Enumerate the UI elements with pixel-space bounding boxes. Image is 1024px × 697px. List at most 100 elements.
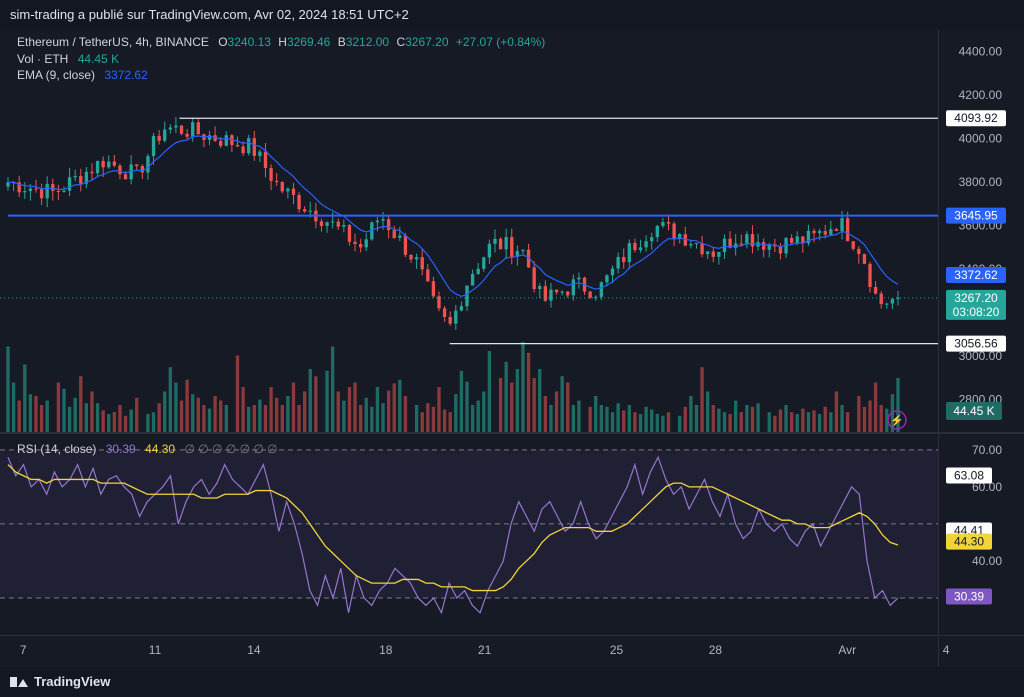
volume-bar (308, 369, 312, 432)
rsi-level-label: 70.00 (972, 443, 1002, 457)
candle-body (392, 230, 396, 238)
volume-bar (756, 403, 760, 432)
volume-bar (801, 408, 805, 432)
candle-body (532, 267, 536, 289)
legend-symbol[interactable]: Ethereum / TetherUS, 4h, BINANCE (17, 35, 209, 49)
volume-bar (498, 378, 503, 432)
candle-body (577, 277, 581, 280)
candle-body (342, 225, 346, 227)
legend-vol-label[interactable]: Vol · ETH (17, 52, 69, 66)
candle-body (767, 244, 771, 250)
volume-bar (526, 352, 531, 432)
volume-bar (470, 405, 475, 432)
candle-body (95, 160, 100, 174)
ema-line (7, 135, 899, 298)
candle-body (616, 257, 620, 269)
alert-lightning-icon (887, 410, 907, 430)
volume-bar (532, 378, 536, 432)
volume-bar (403, 396, 408, 432)
legend-ohlc: Ethereum / TetherUS, 4h, BINANCE O3240.1… (17, 35, 545, 49)
candle-body (644, 241, 648, 248)
price-tick-label: 4400.00 (959, 45, 1003, 59)
candle-body (34, 188, 38, 190)
candle-body (414, 257, 419, 260)
candle-body (319, 221, 324, 226)
time-tick-label: 21 (478, 643, 492, 657)
candle-body (482, 257, 486, 269)
volume-bar (431, 406, 436, 432)
candle-body (459, 306, 464, 311)
time-tick-label: 14 (247, 643, 261, 657)
candle-body (599, 282, 604, 297)
candle-body (364, 239, 368, 248)
legend-low-label: B (337, 35, 346, 49)
candle-body (778, 246, 783, 254)
volume-bar (392, 383, 396, 432)
horizontal-line-label-bg (946, 110, 1006, 127)
legend-open: 3240.13 (227, 35, 271, 49)
candle-body (275, 180, 279, 183)
chart-svg[interactable]: 4400.004200.004000.003800.003600.003400.… (0, 30, 1024, 667)
legend-rsi-label[interactable]: RSI (14, close) (17, 442, 97, 456)
volume-bar (638, 414, 643, 432)
candle-body (286, 188, 290, 192)
volume-bar (157, 403, 161, 432)
footer-bar: TradingView (0, 667, 1024, 697)
volume-bar (23, 364, 27, 432)
candle-body (862, 253, 867, 264)
volume-bar (515, 369, 520, 432)
horizontal-line-label: 3645.95 (954, 209, 998, 223)
candle-body (358, 244, 363, 248)
volume-bar (566, 382, 570, 432)
volume-bar (297, 405, 301, 432)
volume-bar (174, 382, 178, 432)
volume-bar (504, 361, 508, 432)
candle-body (672, 223, 676, 240)
chart-area[interactable]: 4400.004200.004000.003800.003600.003400.… (0, 30, 1024, 667)
candle-body (756, 242, 760, 247)
rsi-level-label: 40.00 (972, 554, 1002, 568)
candle-body (493, 238, 497, 244)
volume-bar (179, 400, 184, 432)
candle-body (269, 168, 273, 181)
volume-bar (588, 406, 592, 432)
volume-bar (678, 415, 682, 432)
candle-body (745, 234, 749, 245)
candle-body (812, 230, 816, 234)
volume-bar (224, 405, 228, 432)
volume-bar (571, 405, 576, 432)
candle-body (163, 129, 167, 141)
candle-body (515, 251, 520, 257)
candle-body (498, 238, 503, 250)
volume-bar (151, 412, 156, 432)
volume-bar (202, 405, 206, 432)
candle-body (801, 236, 805, 244)
volume-bar (386, 390, 391, 432)
candle-body (717, 252, 721, 257)
volume-bar (302, 391, 307, 432)
candle-body (437, 296, 441, 309)
legend-rsi-extra: ∅ ∅ ∅ ∅ ∅ ∅ ∅ (184, 442, 278, 456)
volume-bar (252, 405, 256, 432)
volume-bar (314, 376, 318, 432)
legend-ema-label[interactable]: EMA (9, close) (17, 68, 96, 82)
price-tick-label: 3000.00 (959, 349, 1003, 363)
tradingview-logo[interactable]: TradingView (10, 674, 110, 689)
volume-label-bg (946, 402, 1002, 420)
candle-body (879, 293, 883, 305)
volume-bar (414, 405, 419, 432)
candle-body (224, 135, 228, 146)
time-tick-label: Avr (838, 643, 856, 657)
candle-body (107, 161, 111, 168)
volume-bar (745, 405, 749, 432)
volume-bar (235, 355, 240, 432)
candle-body (168, 127, 172, 130)
volume-bar (291, 382, 296, 432)
candle-body (157, 135, 161, 141)
volume-bar (6, 346, 10, 432)
rsi-value-label: 44.30 (954, 535, 984, 549)
candle-body (123, 174, 128, 180)
candle-body (6, 182, 10, 187)
candle-body (890, 298, 895, 304)
candle-body (706, 251, 710, 255)
